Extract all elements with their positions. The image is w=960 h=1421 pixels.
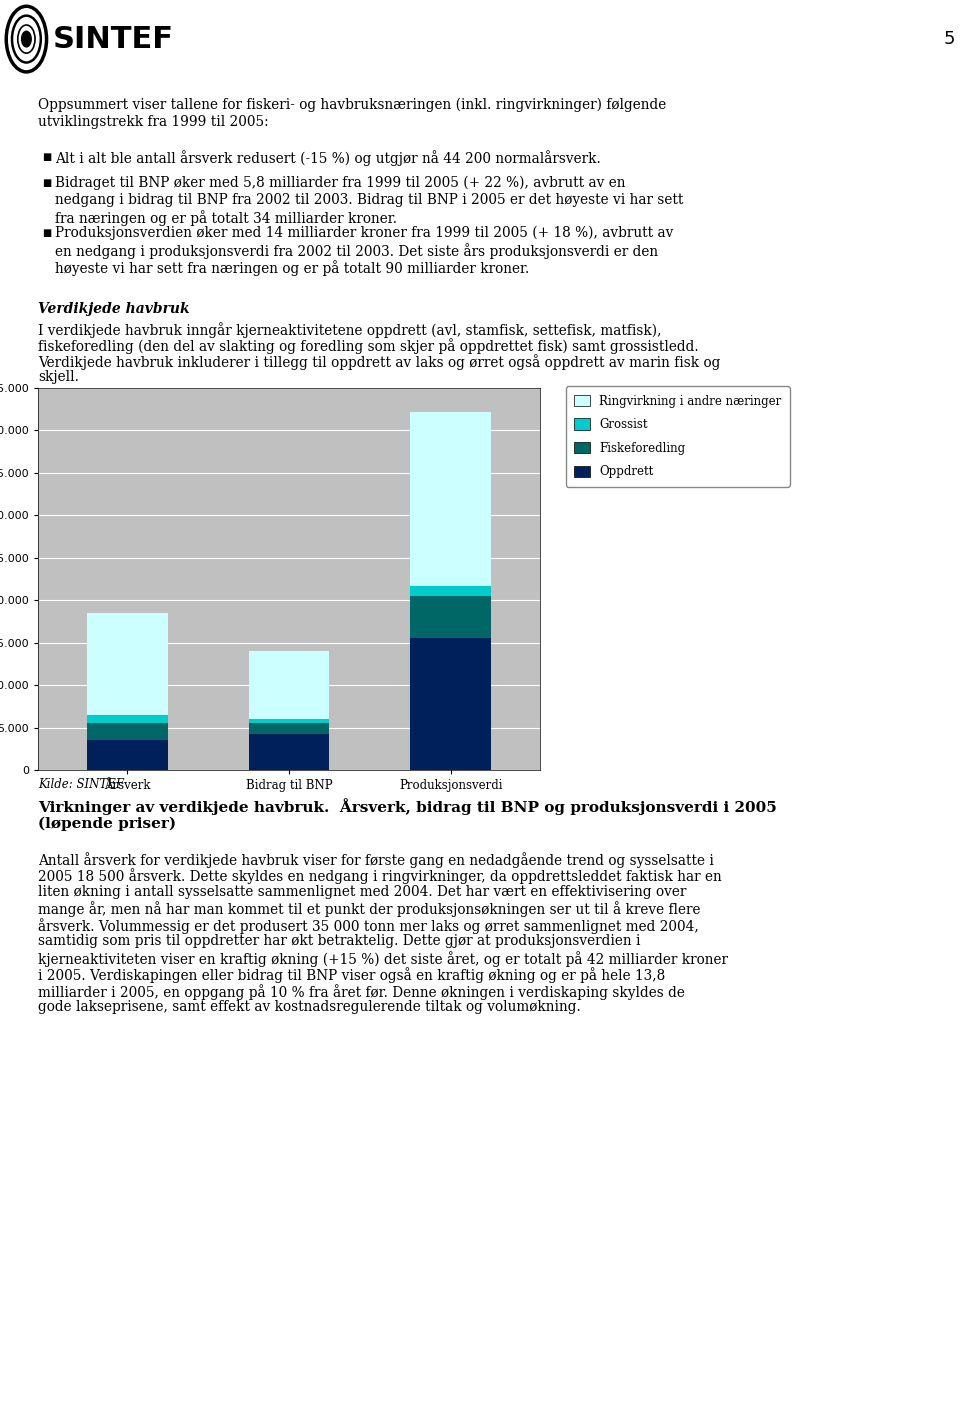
Bar xyxy=(86,740,168,770)
Text: SINTEF: SINTEF xyxy=(53,24,174,54)
Legend: Ringvirkning i andre næringer, Grossist, Fiskeforedling, Oppdrett: Ringvirkning i andre næringer, Grossist,… xyxy=(566,387,789,486)
Text: liten økning i antall sysselsatte sammenlignet med 2004. Det har vært en effekti: liten økning i antall sysselsatte sammen… xyxy=(38,885,686,899)
Text: skjell.: skjell. xyxy=(38,369,79,384)
Bar xyxy=(411,585,492,595)
Text: Alt i alt ble antall årsverk redusert (-15 %) og utgjør nå 44 200 normalårsverk.: Alt i alt ble antall årsverk redusert (-… xyxy=(55,151,601,166)
Bar xyxy=(86,715,168,723)
Bar xyxy=(411,638,492,770)
Text: (løpende priser): (løpende priser) xyxy=(38,817,176,831)
Text: Antall årsverk for verdikjede havbruk viser for første gang en nedadgående trend: Antall årsverk for verdikjede havbruk vi… xyxy=(38,853,714,868)
Text: Virkninger av verdikjede havbruk.  Årsverk, bidrag til BNP og produksjonsverdi i: Virkninger av verdikjede havbruk. Årsver… xyxy=(38,799,777,814)
Bar xyxy=(249,735,329,770)
Text: i 2005. Verdiskapingen eller bidrag til BNP viser også en kraftig økning og er p: i 2005. Verdiskapingen eller bidrag til … xyxy=(38,968,665,983)
Bar xyxy=(249,723,329,735)
Bar xyxy=(86,723,168,740)
Text: Verdikjede havbruk inkluderer i tillegg til oppdrett av laks og ørret også oppdr: Verdikjede havbruk inkluderer i tillegg … xyxy=(38,354,720,369)
Text: ■: ■ xyxy=(42,178,51,188)
Bar xyxy=(411,412,492,585)
Text: Produksjonsverdien øker med 14 milliarder kroner fra 1999 til 2005 (+ 18 %), avb: Produksjonsverdien øker med 14 milliarde… xyxy=(55,226,673,240)
Text: årsverk. Volummessig er det produsert 35 000 tonn mer laks og ørret sammenlignet: årsverk. Volummessig er det produsert 35… xyxy=(38,918,699,934)
Bar xyxy=(411,595,492,638)
Text: kjerneaktiviteten viser en kraftig økning (+15 %) det siste året, og er totalt p: kjerneaktiviteten viser en kraftig øknin… xyxy=(38,951,728,966)
Text: nedgang i bidrag til BNP fra 2002 til 2003. Bidrag til BNP i 2005 er det høyeste: nedgang i bidrag til BNP fra 2002 til 20… xyxy=(55,193,684,207)
Text: mange år, men nå har man kommet til et punkt der produksjonsøkningen ser ut til : mange år, men nå har man kommet til et p… xyxy=(38,901,701,918)
Bar xyxy=(249,719,329,723)
Text: samtidig som pris til oppdretter har økt betraktelig. Dette gjør at produksjonsv: samtidig som pris til oppdretter har økt… xyxy=(38,935,640,948)
Text: fra næringen og er på totalt 34 milliarder kroner.: fra næringen og er på totalt 34 milliard… xyxy=(55,210,397,226)
Text: ■: ■ xyxy=(42,227,51,237)
Text: 2005 18 500 årsverk. Dette skyldes en nedgang i ringvirkninger, da oppdrettsledd: 2005 18 500 årsverk. Dette skyldes en ne… xyxy=(38,868,722,884)
Circle shape xyxy=(22,31,31,47)
Text: 5: 5 xyxy=(944,30,955,48)
Text: I verdikjede havbruk inngår kjerneaktivitetene oppdrett (avl, stamfisk, settefis: I verdikjede havbruk inngår kjerneaktivi… xyxy=(38,323,661,338)
Text: Oppsummert viser tallene for fiskeri- og havbruksnæringen (inkl. ringvirkninger): Oppsummert viser tallene for fiskeri- og… xyxy=(38,98,666,112)
Text: milliarder i 2005, en oppgang på 10 % fra året før. Denne økningen i verdiskapin: milliarder i 2005, en oppgang på 10 % fr… xyxy=(38,983,684,1000)
Text: Kilde: SINTEF: Kilde: SINTEF xyxy=(38,779,124,791)
Text: en nedgang i produksjonsverdi fra 2002 til 2003. Det siste års produksjonsverdi : en nedgang i produksjonsverdi fra 2002 t… xyxy=(55,243,659,259)
Bar xyxy=(249,651,329,719)
Text: gode lakseprisene, samt effekt av kostnadsregulerende tiltak og volumøkning.: gode lakseprisene, samt effekt av kostna… xyxy=(38,1000,581,1015)
Text: Bidraget til BNP øker med 5,8 milliarder fra 1999 til 2005 (+ 22 %), avbrutt av : Bidraget til BNP øker med 5,8 milliarder… xyxy=(55,176,626,190)
Text: Verdikjede havbruk: Verdikjede havbruk xyxy=(38,303,190,315)
Text: ■: ■ xyxy=(42,152,51,162)
Text: utviklingstrekk fra 1999 til 2005:: utviklingstrekk fra 1999 til 2005: xyxy=(38,115,269,129)
Text: høyeste vi har sett fra næringen og er på totalt 90 milliarder kroner.: høyeste vi har sett fra næringen og er p… xyxy=(55,260,529,276)
Text: fiskeforedling (den del av slakting og foredling som skjer på oppdrettet fisk) s: fiskeforedling (den del av slakting og f… xyxy=(38,338,699,354)
Bar xyxy=(86,612,168,715)
